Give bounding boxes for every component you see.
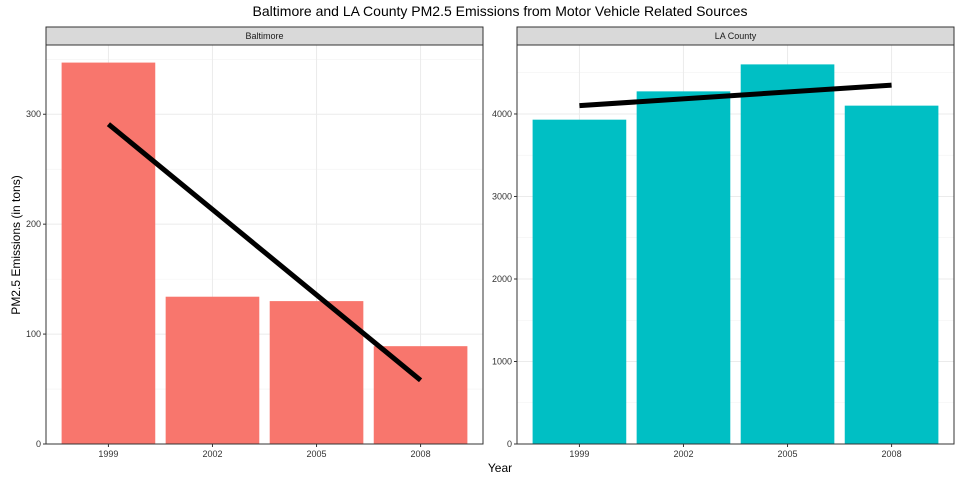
bar-2008 [844,105,939,444]
x-tick-label: 1999 [569,449,589,459]
panel-border [45,44,484,445]
bar-2005 [269,301,364,444]
y-tick-label: 2000 [492,274,512,284]
bar-2008 [373,346,468,444]
panel-border [516,44,955,445]
y-axis-title: PM2.5 Emissions (in tons) [9,175,23,314]
y-tick-label: 200 [26,219,41,229]
bar-1999 [61,62,156,444]
y-tick-label: 300 [26,109,41,119]
panel-0: Baltimore 0 100 200 300 1999 2002 2005 2008 [26,26,484,459]
trend-line [579,82,892,109]
facet-strip-label: LA County [715,31,757,41]
x-tick-label: 2002 [202,449,222,459]
y-tick-label: 100 [26,329,41,339]
y-tick-label: 3000 [492,191,512,201]
x-tick-label: 2008 [411,449,431,459]
x-tick-label: 2005 [307,449,327,459]
y-tick-label: 4000 [492,109,512,119]
chart-title: Baltimore and LA County PM2.5 Emissions … [253,3,748,19]
x-tick-label: 2002 [673,449,693,459]
x-tick-label: 2005 [778,449,798,459]
y-tick-label: 0 [36,439,41,449]
facet-strip-label: Baltimore [245,31,283,41]
bar-2005 [740,64,835,445]
bar-1999 [532,119,627,444]
panel-1: LA County 0 1000 2000 3000 4000 1999 2002 2005 20… [492,26,955,459]
bar-2002 [636,91,731,445]
bar-2002 [165,296,260,444]
trend-line [106,122,423,383]
y-tick-label: 1000 [492,356,512,366]
x-tick-label: 1999 [98,449,118,459]
x-tick-label: 2008 [882,449,902,459]
x-axis-title: Year [488,461,512,475]
y-tick-label: 0 [507,439,512,449]
